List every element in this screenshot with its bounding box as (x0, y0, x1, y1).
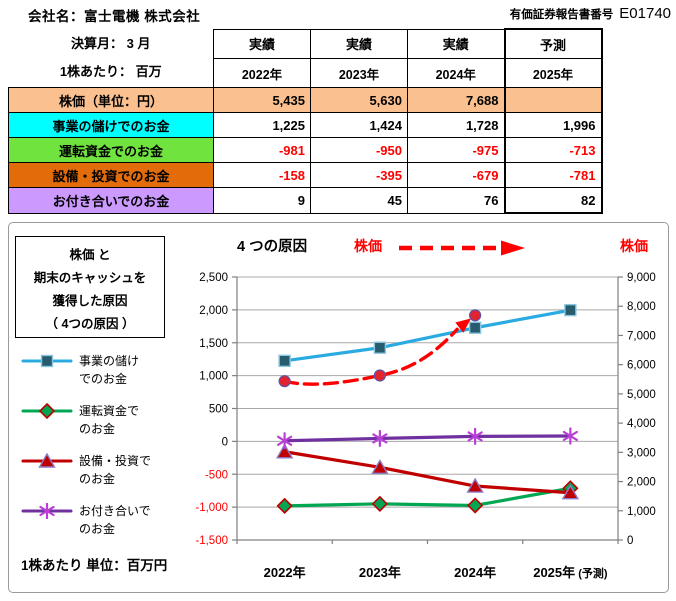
series-circle (278, 309, 482, 388)
col-header-year: 2024年 (407, 58, 505, 88)
table-cell: 1,424 (310, 112, 408, 138)
table-cell (503, 87, 603, 113)
svg-text:1,000: 1,000 (627, 506, 656, 518)
table-cell: -781 (503, 162, 603, 188)
table-cell: 1,225 (213, 112, 311, 138)
company-title: 会社名：富士電機 株式会社 (28, 9, 201, 24)
table-cell: 82 (503, 187, 603, 214)
legend-marker-asterisk-icon (21, 503, 73, 519)
svg-text:2,500: 2,500 (199, 272, 228, 284)
report-number-block: 有価証券報告書番号 E01740 (510, 5, 671, 22)
svg-text:7,000: 7,000 (627, 330, 656, 342)
col-header-year: 2023年 (310, 58, 408, 88)
fiscal-month-label: 決算月： 3 月 (71, 36, 151, 51)
table-cell: -395 (310, 162, 408, 188)
legend-label: のお金 (79, 522, 116, 536)
report-number-value: E01740 (619, 5, 671, 22)
table-cell: 1,728 (407, 112, 505, 138)
per-share-unit-label: 1株あたり： 百万 (59, 64, 162, 79)
col-header-type: 実績 (213, 28, 311, 59)
series-asterisk (277, 427, 578, 450)
table-cell: 76 (407, 187, 505, 214)
svg-text:6,000: 6,000 (627, 360, 656, 372)
legend-item-working-capital: 運転資金で のお金 (21, 402, 139, 438)
table-cell: -981 (213, 137, 311, 163)
chart-legend-box-title: 株価 と 期末のキャッシュを 獲得した原因 （ 4つの原因 ） (15, 236, 165, 338)
svg-text:8,000: 8,000 (627, 301, 656, 313)
legend-label: 事業の儲け (79, 354, 140, 368)
table-cell: -713 (503, 137, 603, 163)
svg-text:1,000: 1,000 (199, 371, 228, 383)
row-label-financing-cash: お付き合いでのお金 (8, 187, 214, 214)
legend-item-operating: 事業の儲け でのお金 (21, 352, 139, 388)
series-square (278, 303, 577, 368)
legend-marker-diamond-icon (21, 403, 73, 419)
col-header-type: 実績 (407, 28, 505, 59)
legend-label: のお金 (79, 422, 116, 436)
legend-item-investing: 設備・投資で のお金 (21, 452, 151, 488)
table-cell: -158 (213, 162, 311, 188)
legend-marker-triangle-icon (21, 453, 73, 468)
svg-text:0: 0 (222, 436, 228, 448)
svg-text:3,000: 3,000 (627, 447, 656, 459)
svg-text:-1,000: -1,000 (195, 502, 228, 514)
svg-text:5,000: 5,000 (627, 389, 656, 401)
stock-price-label-right: 株価 (620, 238, 648, 254)
legend-label: お付き合いで (79, 504, 151, 518)
svg-text:2,000: 2,000 (627, 477, 656, 489)
col-header-year: 2022年 (213, 58, 311, 88)
row-label-stock-price: 株価（単位：円） (8, 87, 214, 113)
legend-label: のお金 (79, 472, 116, 486)
stock-price-arrow-icon (399, 240, 525, 256)
legend-label: 運転資金で (79, 404, 140, 418)
chart-plot: 2,500 2,000 1,500 1,000 500 0 -500 -1,000 -1,500… (195, 272, 656, 580)
svg-text:2023年: 2023年 (359, 565, 401, 580)
legend-label: でのお金 (79, 372, 128, 386)
col-header-type: 実績 (310, 28, 408, 59)
legend-box-line: （ 4つの原因 ） (45, 317, 135, 331)
svg-text:2,000: 2,000 (199, 305, 228, 317)
legend-box-line: 株価 と (69, 248, 111, 262)
table-cell: 45 (310, 187, 408, 214)
svg-text:500: 500 (209, 404, 228, 416)
chart-footnote: 1株あたり 単位：百万円 (21, 558, 168, 573)
series-diamond (276, 480, 579, 515)
legend-box-line: 獲得した原因 (52, 294, 128, 308)
svg-text:-1,500: -1,500 (195, 535, 228, 547)
svg-text:0: 0 (627, 535, 633, 547)
svg-text:-500: -500 (205, 469, 228, 481)
table-cell: 5,435 (213, 87, 311, 113)
table-meta-cell: 決算月： 3 月 1株あたり： 百万 (8, 29, 214, 88)
row-label-investing-cash: 設備・投資でのお金 (8, 162, 214, 188)
stock-price-label-left: 株価 (354, 238, 382, 254)
svg-text:4,000: 4,000 (627, 418, 656, 430)
svg-text:2022年: 2022年 (264, 565, 306, 580)
row-label-operating-cash: 事業の儲けでのお金 (8, 112, 214, 138)
legend-marker-square-icon (21, 354, 73, 368)
chart-title: 4 つの原因 (237, 239, 308, 255)
series-triangle (275, 443, 580, 500)
table-cell: 1,996 (503, 112, 603, 138)
svg-text:2025年 (予測): 2025年 (予測) (533, 565, 608, 580)
financial-table: 決算月： 3 月 1株あたり： 百万 実績 実績 実績 予測 2022年 202… (8, 28, 603, 214)
svg-text:2024年: 2024年 (454, 565, 496, 580)
table-cell: 9 (213, 187, 311, 214)
table-cell: 7,688 (407, 87, 505, 113)
chart-area: 2,500 2,000 1,500 1,000 500 0 -500 -1,000 -1,500… (8, 222, 669, 593)
legend-box-line: 期末のキャッシュを (33, 271, 147, 285)
col-header-year-forecast: 2025年 (503, 58, 603, 88)
report-number-label: 有価証券報告書番号 (509, 9, 614, 21)
legend-label: 設備・投資で (79, 454, 152, 468)
table-cell: -950 (310, 137, 408, 163)
col-header-type-forecast: 予測 (503, 28, 603, 59)
svg-text:9,000: 9,000 (627, 272, 656, 284)
table-cell: -975 (407, 137, 505, 163)
legend-item-financing: お付き合いで のお金 (21, 502, 151, 538)
row-label-working-capital: 運転資金でのお金 (8, 137, 214, 163)
table-cell: -679 (407, 162, 505, 188)
svg-text:1,500: 1,500 (199, 338, 228, 350)
table-cell: 5,630 (310, 87, 408, 113)
